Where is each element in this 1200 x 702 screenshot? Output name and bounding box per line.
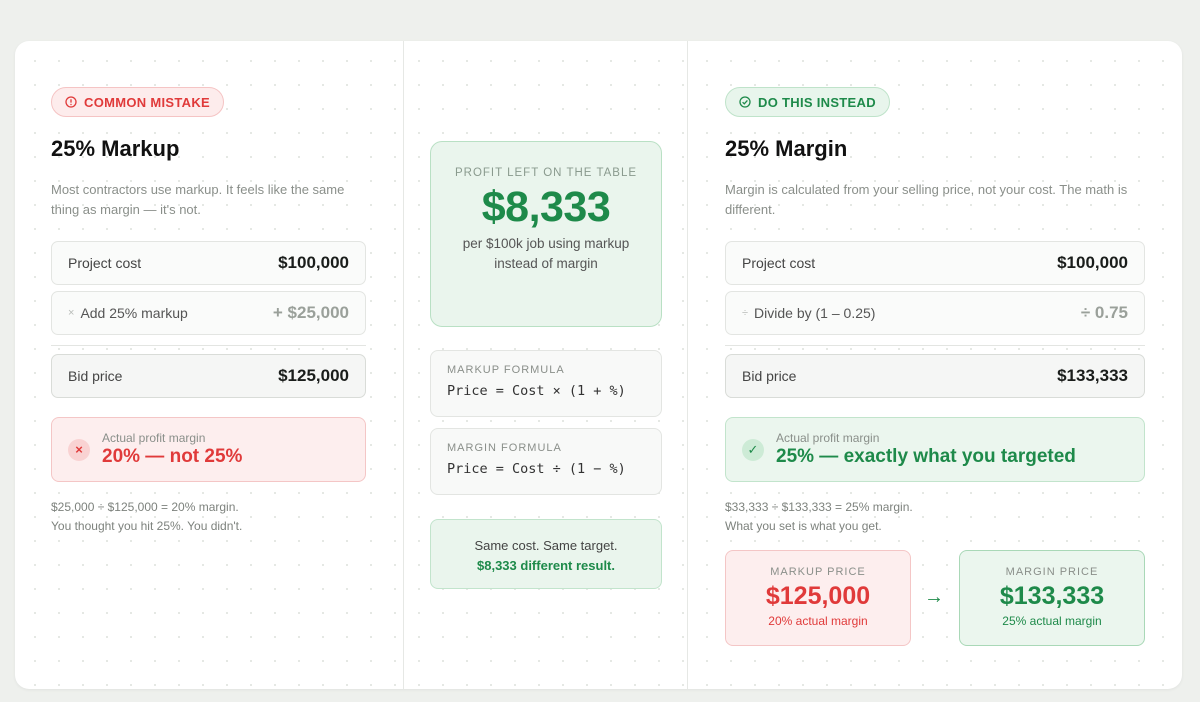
price-title: MARKUP PRICE bbox=[770, 566, 866, 578]
comparison-card: COMMON MISTAKE 25% Markup Most contracto… bbox=[15, 41, 1182, 689]
price-note: 25% actual margin bbox=[1002, 614, 1102, 628]
formula-title: MARKUP FORMULA bbox=[447, 364, 565, 376]
row-value: $125,000 bbox=[278, 366, 349, 385]
profit-amount: $8,333 bbox=[481, 183, 611, 231]
markup-description: Most contractors use markup. It feels li… bbox=[51, 182, 345, 217]
margin-footnote: $33,333 ÷ $133,333 = 25% margin. What yo… bbox=[725, 498, 913, 536]
result-value: 20% — not 25% bbox=[102, 446, 243, 467]
margin-column: DO THIS INSTEAD 25% Margin Margin is cal… bbox=[688, 41, 1182, 689]
margin-price-card: MARGIN PRICE $133,333 25% actual margin bbox=[959, 550, 1145, 646]
markup-add-row: × Add 25% markup + $25,000 bbox=[51, 291, 366, 335]
actual-margin-result: ✓ Actual profit margin 25% — exactly wha… bbox=[725, 417, 1145, 482]
margin-formula-card: MARGIN FORMULA Price = Cost ÷ (1 − %) bbox=[430, 428, 662, 495]
multiply-icon: × bbox=[68, 307, 75, 319]
footnote-line: $33,333 ÷ $133,333 = 25% margin. bbox=[725, 500, 913, 514]
markup-title: 25% Markup bbox=[51, 136, 180, 161]
row-value: $100,000 bbox=[1057, 253, 1128, 272]
profit-left-card: PROFIT LEFT ON THE TABLE $8,333 per $100… bbox=[430, 141, 662, 327]
row-value: $133,333 bbox=[1057, 366, 1128, 385]
row-value: $100,000 bbox=[278, 253, 349, 272]
divider bbox=[51, 345, 366, 346]
x-circle-icon: × bbox=[68, 438, 90, 461]
row-label: Project cost bbox=[68, 255, 142, 271]
price-note: 20% actual margin bbox=[768, 614, 868, 628]
project-cost-row: Project cost $100,000 bbox=[51, 241, 366, 285]
footnote-line: You thought you hit 25%. You didn't. bbox=[51, 519, 243, 533]
row-value: + $25,000 bbox=[272, 303, 349, 322]
bid-price-row: Bid price $125,000 bbox=[51, 354, 366, 398]
margin-description: Margin is calculated from your selling p… bbox=[725, 182, 1128, 217]
summary-highlight: $8,333 different result. bbox=[477, 558, 615, 573]
price-title: MARGIN PRICE bbox=[1005, 566, 1099, 578]
comparison-column: PROFIT LEFT ON THE TABLE $8,333 per $100… bbox=[403, 41, 688, 689]
result-caption: Actual profit margin bbox=[776, 431, 880, 445]
row-label: Bid price bbox=[68, 368, 123, 384]
profit-subtext: per $100k job using markup instead of ma… bbox=[462, 236, 630, 271]
row-label: Add 25% markup bbox=[80, 305, 188, 321]
arrow-right-icon: → bbox=[924, 586, 944, 608]
summary-line: Same cost. Same target. bbox=[474, 538, 618, 553]
common-mistake-badge: COMMON MISTAKE bbox=[51, 87, 225, 117]
row-label: Bid price bbox=[742, 368, 797, 384]
formula-title: MARGIN FORMULA bbox=[447, 442, 562, 454]
row-label: Divide by (1 – 0.25) bbox=[754, 305, 876, 321]
markup-price-card: MARKUP PRICE $125,000 20% actual margin bbox=[725, 550, 911, 646]
footnote-line: What you set is what you get. bbox=[725, 519, 882, 533]
bid-price-row: Bid price $133,333 bbox=[725, 354, 1145, 398]
summary-card: Same cost. Same target. $8,333 different… bbox=[430, 519, 662, 589]
formula-expression: Price = Cost ÷ (1 − %) bbox=[447, 461, 626, 477]
row-label: Project cost bbox=[742, 255, 816, 271]
divider bbox=[725, 345, 1145, 346]
price-value: $133,333 bbox=[999, 582, 1105, 610]
result-caption: Actual profit margin bbox=[102, 431, 206, 445]
divide-row: ÷ Divide by (1 – 0.25) ÷ 0.75 bbox=[725, 291, 1145, 335]
badge-label: COMMON MISTAKE bbox=[84, 94, 211, 110]
price-value: $125,000 bbox=[765, 582, 871, 610]
profit-caption: PROFIT LEFT ON THE TABLE bbox=[454, 167, 638, 179]
project-cost-row: Project cost $100,000 bbox=[725, 241, 1145, 285]
badge-label: DO THIS INSTEAD bbox=[758, 94, 876, 110]
result-value: 25% — exactly what you targeted bbox=[776, 446, 1076, 467]
row-value: ÷ 0.75 bbox=[1080, 303, 1128, 322]
actual-margin-result: × Actual profit margin 20% — not 25% bbox=[51, 417, 366, 482]
markup-formula-card: MARKUP FORMULA Price = Cost × (1 + %) bbox=[430, 350, 662, 417]
alert-circle-icon bbox=[65, 96, 77, 108]
markup-footnote: $25,000 ÷ $125,000 = 20% margin. You tho… bbox=[51, 498, 242, 536]
check-circle-icon bbox=[739, 96, 751, 108]
divide-icon: ÷ bbox=[742, 307, 749, 319]
formula-expression: Price = Cost × (1 + %) bbox=[447, 383, 626, 399]
check-circle-icon: ✓ bbox=[742, 438, 764, 461]
footnote-line: $25,000 ÷ $125,000 = 20% margin. bbox=[51, 500, 239, 514]
markup-column: COMMON MISTAKE 25% Markup Most contracto… bbox=[15, 41, 403, 689]
margin-title: 25% Margin bbox=[725, 136, 848, 161]
do-this-instead-badge: DO THIS INSTEAD bbox=[725, 87, 890, 117]
